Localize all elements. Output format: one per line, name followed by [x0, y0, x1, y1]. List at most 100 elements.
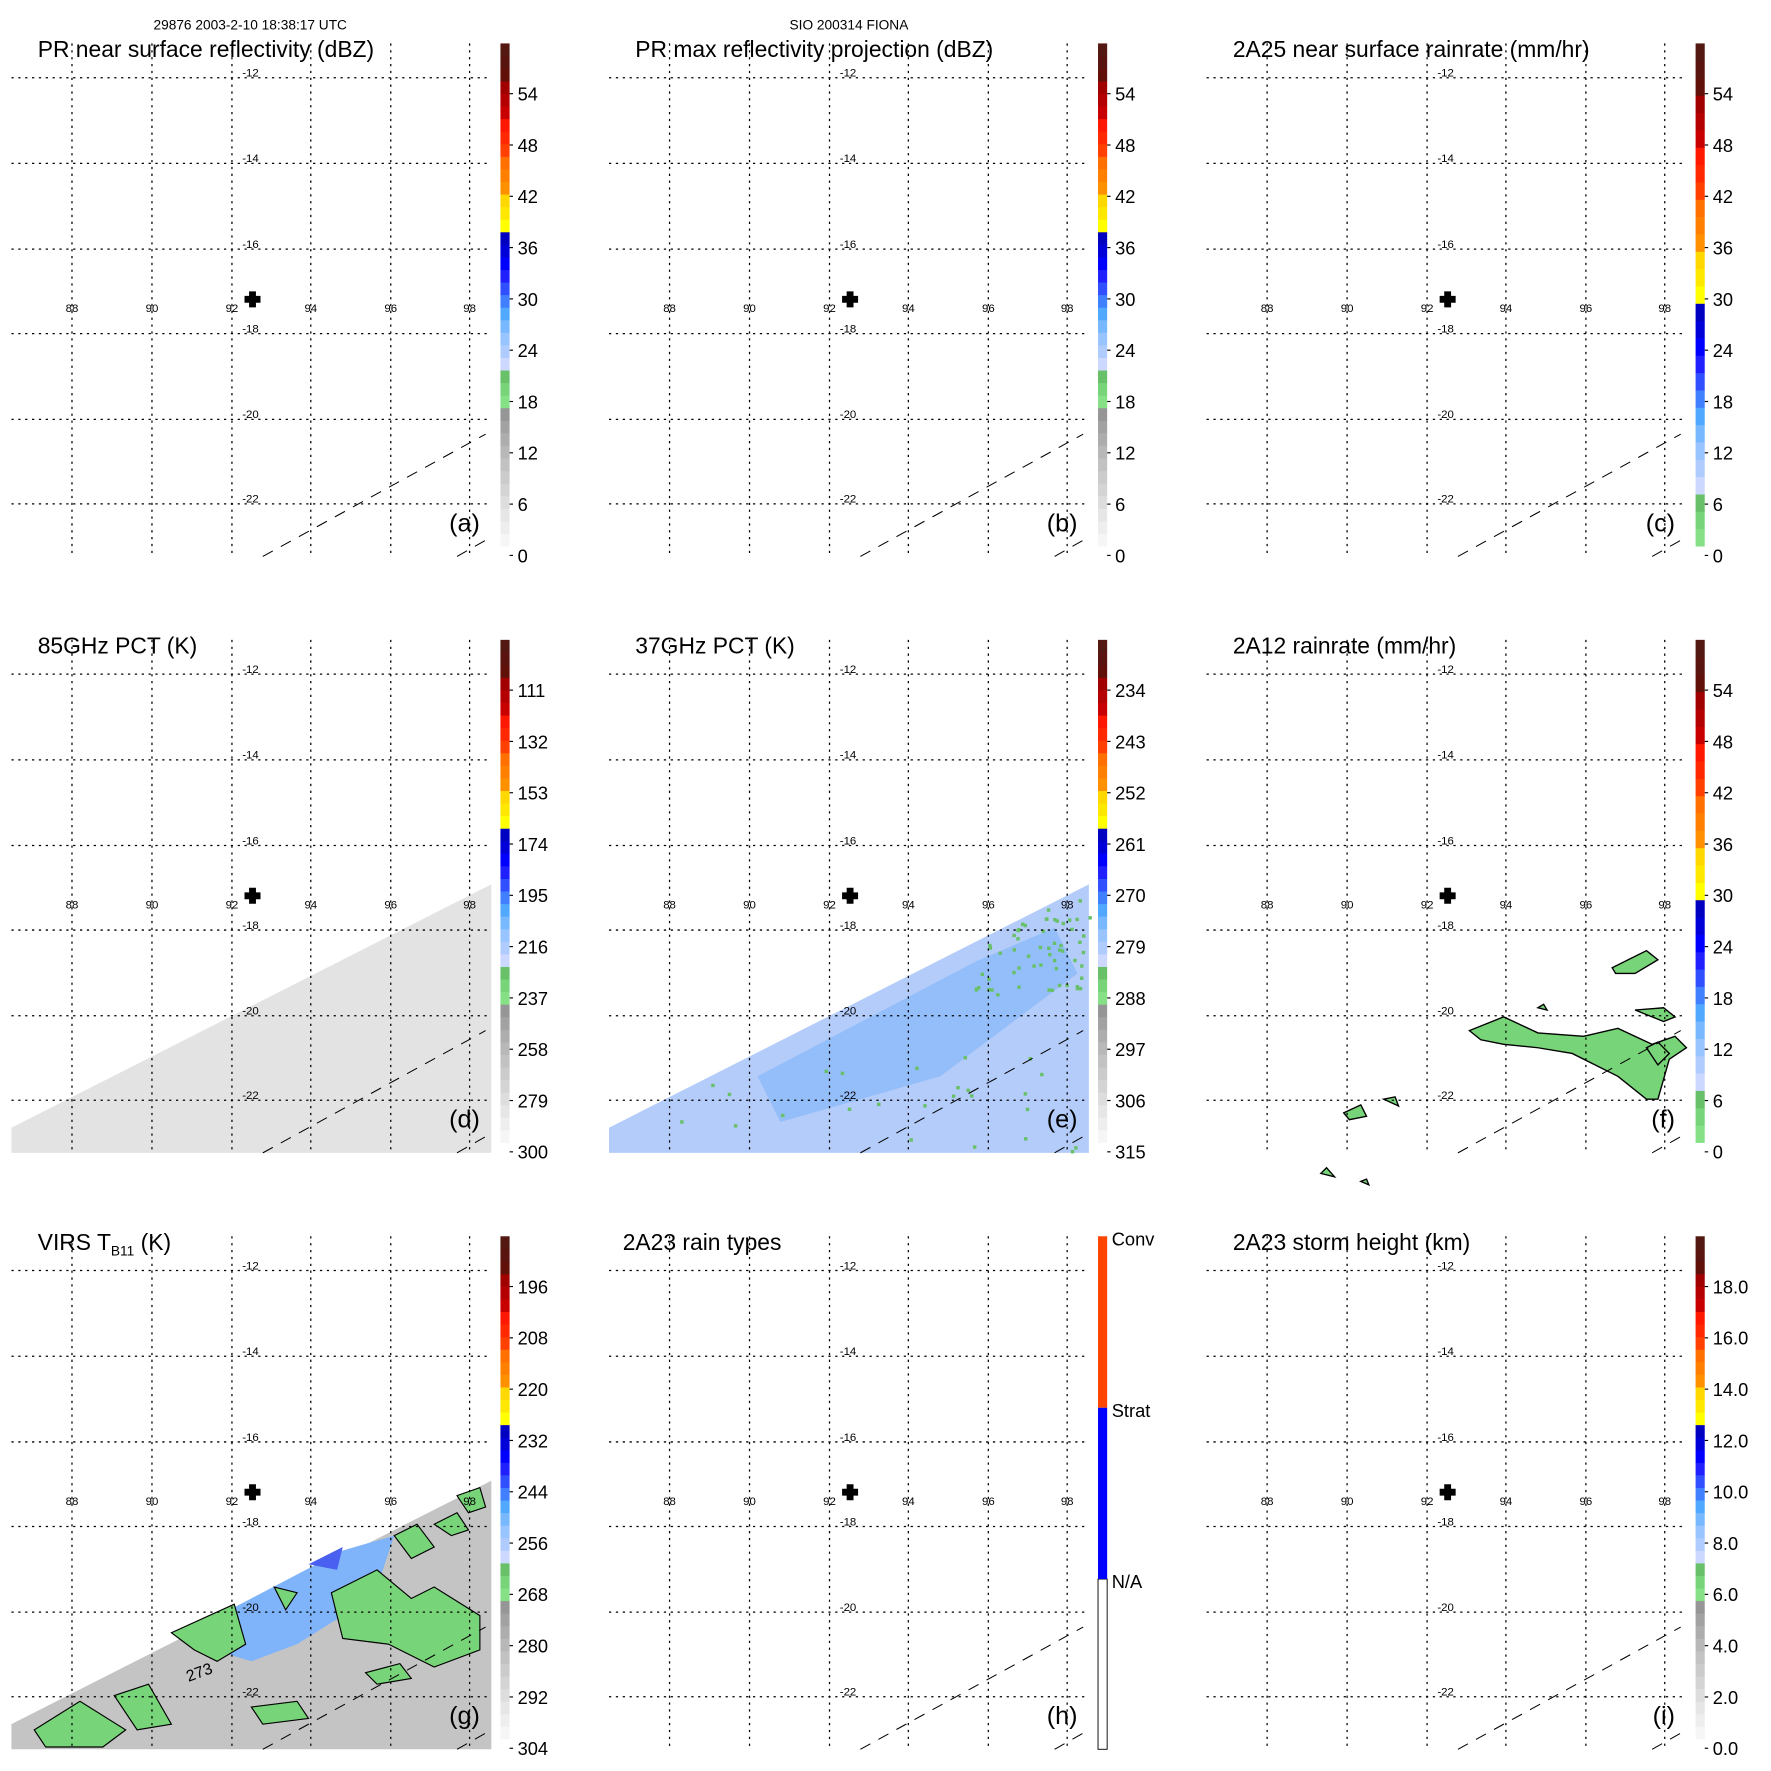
swath-edge-line — [1054, 1132, 1090, 1154]
colorbar: 54 48 42 36 30 24 18 12 6 0 — [1695, 43, 1733, 566]
colorbar-segment — [500, 1550, 510, 1564]
colorbar-segment — [500, 1701, 510, 1715]
colorbar-label: 252 — [1115, 783, 1145, 804]
colorbar-segment — [1098, 43, 1108, 57]
swath-pixel — [1047, 946, 1051, 951]
orbit-time-header: 29876 2003-2-10 18:38:17 UTC — [153, 18, 347, 33]
latitude-label: -16 — [840, 239, 857, 251]
colorbar-segment — [1695, 986, 1705, 1005]
swath-pixel — [1025, 1107, 1030, 1112]
swath-pixel — [1012, 970, 1016, 975]
latitude-label: -12 — [242, 664, 259, 676]
colorbar-segment — [500, 332, 510, 346]
colorbar-segment — [500, 1104, 510, 1118]
colorbar-label: 237 — [518, 988, 548, 1009]
colorbar-segment — [500, 319, 510, 333]
colorbar-segment — [1098, 1236, 1108, 1408]
colorbar-segment — [1695, 1125, 1705, 1143]
colorbar-segment — [500, 639, 510, 653]
colorbar-segment — [500, 1117, 510, 1131]
colorbar-segment — [1098, 652, 1108, 666]
colorbar-segment — [1695, 1412, 1705, 1426]
longitude-label: 98 — [1658, 1496, 1671, 1508]
swath-pixel — [840, 1071, 845, 1076]
colorbar-segment — [1098, 118, 1108, 132]
swath-cold-cloud — [194, 1535, 395, 1662]
colorbar-segment — [1695, 511, 1705, 530]
swath-coldest-cloud — [308, 1547, 343, 1570]
swath-pixel — [1080, 964, 1084, 968]
swath-pixel — [1075, 917, 1079, 922]
colorbar-segment — [500, 778, 510, 792]
colorbar-segment — [1695, 1550, 1705, 1564]
longitude-label: 88 — [663, 899, 676, 911]
rain-region — [1359, 1178, 1371, 1187]
colorbar-segment — [1695, 95, 1705, 114]
colorbar-segment — [500, 1387, 510, 1401]
longitude-label: 96 — [384, 1496, 397, 1508]
colorbar-segment — [500, 1449, 510, 1463]
colorbar-segment — [1098, 752, 1108, 766]
colorbar-segment — [1098, 1016, 1108, 1030]
colorbar-segment — [1098, 954, 1108, 967]
colorbar-segment — [1098, 483, 1108, 497]
colorbar-segment — [500, 219, 510, 233]
colorbar-segment — [1098, 169, 1108, 183]
colorbar-segment — [1695, 657, 1705, 675]
colorbar-segment — [500, 244, 510, 258]
cloud-contour-region — [364, 1662, 413, 1685]
panel-title: 37GHz PCT (K) — [635, 633, 795, 659]
swath-pixel — [1020, 922, 1025, 927]
colorbar-label: 30 — [1713, 289, 1733, 310]
colorbar-label: 2.0 — [1713, 1687, 1738, 1708]
panel-letter: (a) — [449, 509, 480, 537]
colorbar-segment — [500, 294, 510, 308]
colorbar-segment — [1098, 803, 1108, 817]
swath-pixel — [1050, 988, 1054, 992]
longitude-label: 98 — [463, 899, 476, 911]
colorbar-segment — [1695, 969, 1705, 987]
colorbar-segment — [500, 1625, 510, 1639]
longitude-label: 88 — [663, 303, 676, 315]
colorbar-segment — [1098, 181, 1108, 195]
swath-pixel — [781, 1113, 785, 1118]
swath-pixel — [988, 946, 993, 950]
colorbar-segment — [1098, 1092, 1108, 1106]
longitude-label: 98 — [1061, 899, 1074, 911]
colorbar-label: 36 — [1115, 237, 1135, 258]
colorbar-segment — [500, 1336, 510, 1350]
colorbar-segment — [1695, 390, 1705, 408]
longitude-label: 92 — [823, 1496, 836, 1508]
colorbar-label: 6 — [518, 494, 528, 515]
colorbar-segment — [1098, 765, 1108, 779]
colorbar-segment — [500, 1324, 510, 1338]
colorbar-segment — [1695, 691, 1705, 710]
colorbar-segment — [500, 533, 510, 547]
swath-edge-line — [262, 1030, 486, 1154]
swath-pixel — [847, 1107, 852, 1112]
swath-pixel — [1078, 986, 1083, 991]
colorbar-segment — [1097, 1578, 1108, 1750]
longitude-label: 94 — [902, 899, 915, 911]
rain-region — [1634, 1007, 1677, 1023]
colorbar-segment — [500, 954, 510, 967]
colorbar-segment — [500, 765, 510, 779]
colorbar-segment — [1695, 216, 1705, 235]
colorbar-segment — [500, 470, 510, 484]
panel-letter: (g) — [449, 1702, 480, 1730]
latitude-label: -12 — [1437, 68, 1454, 80]
colorbar-segment — [500, 1361, 510, 1375]
swath-pixel — [1038, 945, 1043, 950]
colorbar-label: Strat — [1112, 1400, 1151, 1421]
swath-edge-line — [860, 433, 1084, 557]
colorbar-segment — [500, 370, 510, 384]
latitude-label: -18 — [840, 1516, 857, 1528]
colorbar-segment — [1695, 1107, 1705, 1126]
swath-pixel — [1088, 916, 1092, 920]
colorbar-label: 30 — [518, 289, 538, 310]
colorbar-segment — [1695, 1563, 1705, 1576]
colorbar-segment — [500, 1042, 510, 1055]
colorbar-segment — [1695, 743, 1705, 762]
colorbar-segment — [1098, 690, 1108, 704]
colorbar: 54 48 42 36 30 24 18 12 6 0 — [500, 43, 538, 566]
